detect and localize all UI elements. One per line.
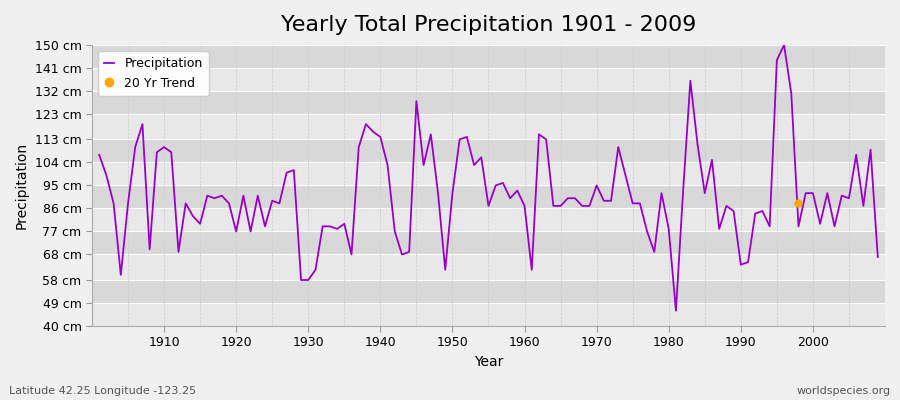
Legend: Precipitation, 20 Yr Trend: Precipitation, 20 Yr Trend: [98, 51, 209, 96]
Precipitation: [670, 308, 681, 313]
Bar: [92, 45, 885, 68]
Precipitation: [778, 42, 789, 47]
Bar: [92, 91, 885, 114]
Precipitation: [606, 198, 616, 203]
Bar: [92, 232, 885, 254]
Bar: [92, 208, 885, 232]
Bar: [92, 140, 885, 162]
Text: worldspecies.org: worldspecies.org: [796, 386, 891, 396]
Precipitation: [94, 152, 104, 157]
Title: Yearly Total Precipitation 1901 - 2009: Yearly Total Precipitation 1901 - 2009: [281, 15, 697, 35]
Precipitation: [872, 255, 883, 260]
Y-axis label: Precipitation: Precipitation: [15, 142, 29, 229]
Precipitation: [310, 267, 321, 272]
Precipitation: [151, 150, 162, 155]
Line: Precipitation: Precipitation: [99, 45, 878, 311]
Bar: [92, 254, 885, 280]
Bar: [92, 280, 885, 303]
Text: Latitude 42.25 Longitude -123.25: Latitude 42.25 Longitude -123.25: [9, 386, 196, 396]
X-axis label: Year: Year: [473, 355, 503, 369]
Bar: [92, 162, 885, 186]
Precipitation: [354, 145, 364, 150]
Bar: [92, 114, 885, 140]
Precipitation: [519, 204, 530, 208]
Bar: [92, 68, 885, 91]
Bar: [92, 303, 885, 326]
Bar: [92, 186, 885, 208]
Precipitation: [512, 188, 523, 193]
